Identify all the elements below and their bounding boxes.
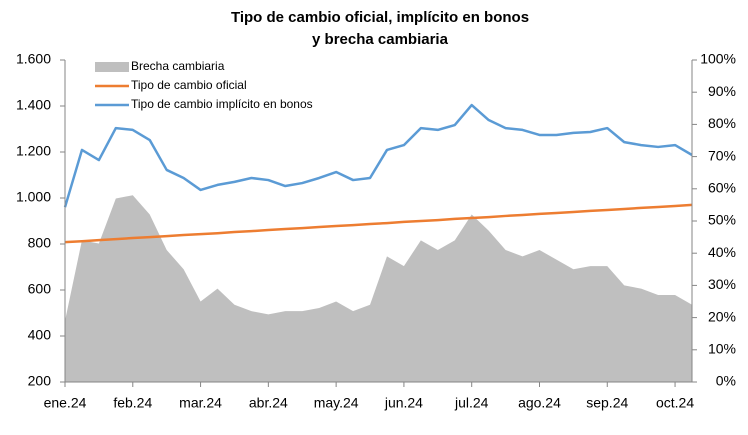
y2-tick-label: 60% (708, 180, 736, 196)
x-tick-label: oct.24 (656, 395, 694, 411)
chart-title: Tipo de cambio oficial, implícito en bon… (231, 9, 529, 26)
x-tick-label: feb.24 (113, 395, 152, 411)
y2-tick-label: 90% (708, 83, 736, 99)
x-tick-label: may.24 (314, 395, 359, 411)
y-tick-label: 800 (28, 235, 52, 251)
line (64, 203, 693, 244)
y2-tick-label: 10% (708, 341, 736, 357)
y2-tick-label: 80% (708, 115, 736, 131)
y-tick-label: 1.000 (16, 189, 51, 205)
y2-tick-label: 30% (708, 276, 736, 292)
x-tick-label: abr.24 (249, 395, 288, 411)
x-tick-label: jul.24 (454, 395, 489, 411)
x-tick-label: ago.24 (518, 395, 561, 411)
y-tick-label: 200 (28, 373, 52, 389)
line (63, 103, 693, 208)
area (65, 195, 692, 382)
y2-tick-label: 0% (716, 373, 736, 389)
y2-tick-label: 70% (708, 147, 736, 163)
legend-label: Tipo de cambio implícito en bonos (131, 97, 313, 111)
chart-title: y brecha cambiaria (312, 31, 449, 48)
x-tick-label: ene.24 (44, 395, 87, 411)
y-tick-label: 1.400 (16, 97, 51, 113)
y-tick-label: 1.200 (16, 143, 51, 159)
y-tick-label: 600 (28, 281, 52, 297)
x-tick-label: sep.24 (586, 395, 628, 411)
y2-tick-label: 50% (708, 212, 736, 228)
y-tick-label: 400 (28, 327, 52, 343)
y2-tick-label: 20% (708, 308, 736, 324)
legend-label: Tipo de cambio oficial (131, 78, 247, 92)
y2-tick-label: 100% (700, 51, 736, 67)
x-tick-label: jun.24 (384, 395, 423, 411)
y-tick-label: 1.600 (16, 51, 51, 67)
x-tick-label: mar.24 (179, 395, 222, 411)
legend-label: Brecha cambiaria (131, 59, 225, 73)
legend-swatch (95, 62, 129, 72)
y2-tick-label: 40% (708, 244, 736, 260)
